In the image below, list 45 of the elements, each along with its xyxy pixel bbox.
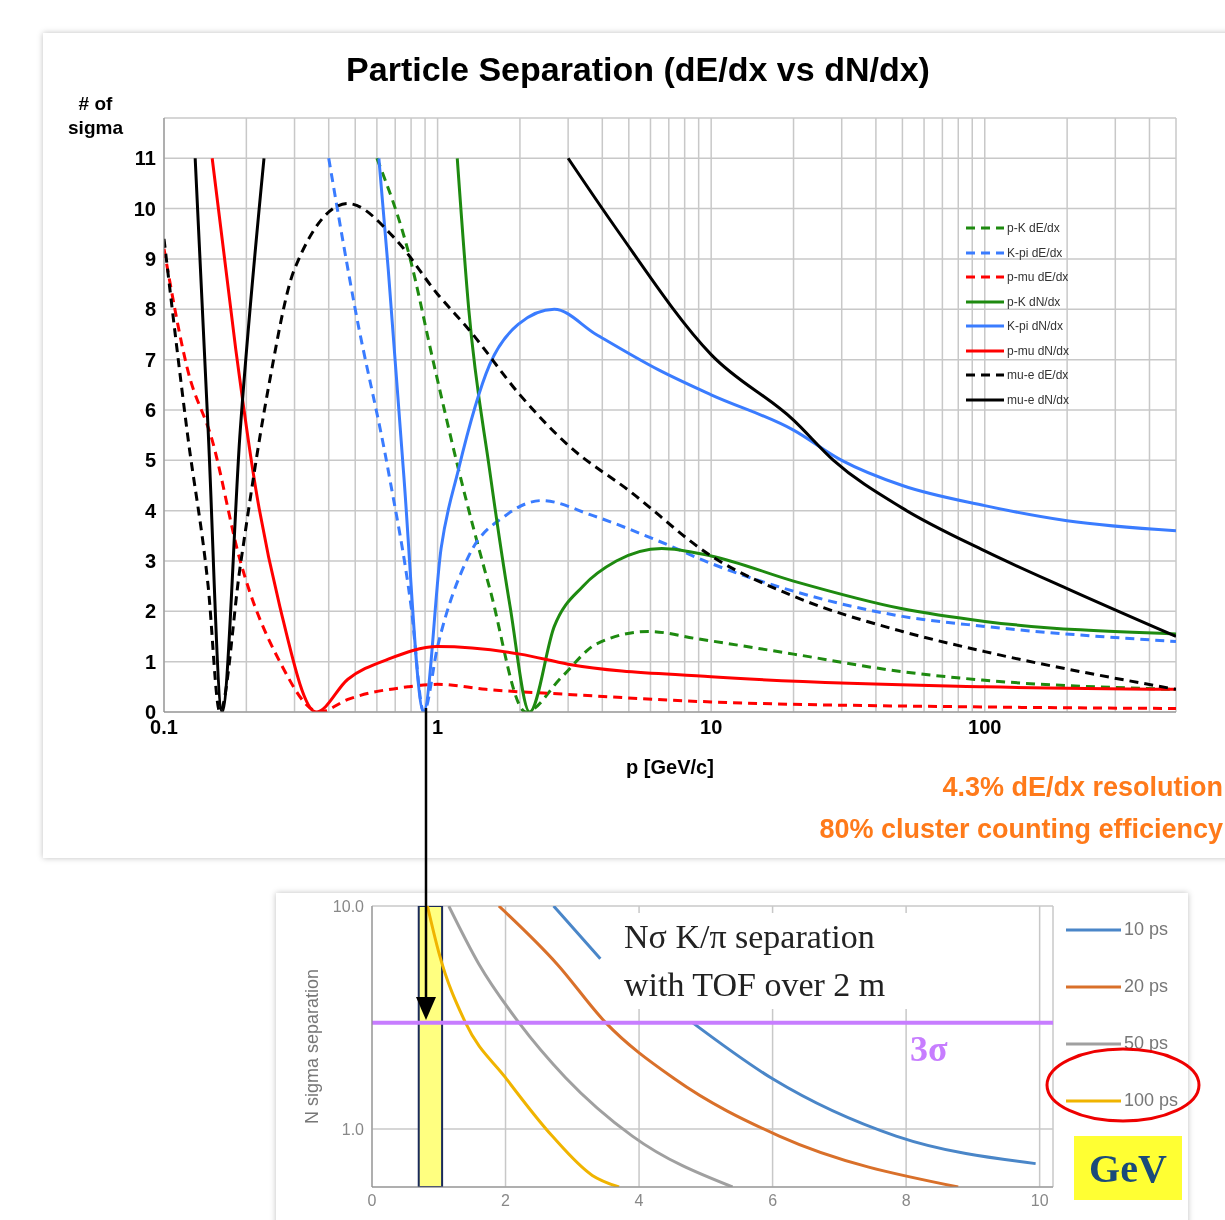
legend-label: 50 ps [1124,1033,1169,1054]
y-tick-label: 11 [134,147,156,170]
y-tick-label: 10 [133,197,156,220]
y-tick-label: 5 [144,449,156,472]
y-tick-label: 2 [144,600,156,623]
y-tick-label: 9 [144,248,156,271]
legend-label: p-mu dE/dx [1007,270,1069,285]
x-tick-label: 4 [634,1192,644,1210]
y-tick-label: 1.0 [341,1120,365,1138]
x-tick-label: 100 [968,716,1002,739]
text: 80% cluster counting efficiency [819,813,1223,846]
legend-label: mu-e dE/dx [1007,368,1069,383]
y-tick-label: 7 [144,348,156,371]
line-series [425,906,621,1187]
y-tick-label: 1 [144,650,156,673]
x-tick-label: 0 [367,1192,377,1210]
annotation: Nσ K/π separation with TOF over 2 m [620,913,940,1009]
legend-label: p-mu dN/dx [1007,343,1070,358]
legend-label: mu-e dN/dx [1007,392,1070,407]
y-axis-title: # of sigma [67,92,124,140]
x-tick-label: 6 [768,1192,778,1210]
x-tick-label: 8 [901,1192,911,1210]
legend-label: 100 ps [1124,1090,1179,1111]
chart-title: Particle Separation (dE/dx vs dN/dx) [345,50,931,89]
x-tick-label: 10 [1030,1192,1049,1210]
x-tick-label: 10 [700,716,723,739]
ref-line-label: 3σ [909,1028,948,1069]
y-tick-label: 3 [144,550,156,573]
legend-label: 10 ps [1124,919,1169,940]
legend-label: p-K dN/dx [1007,294,1061,309]
legend-label: 20 ps [1124,976,1169,997]
line-series [497,906,960,1187]
x-tick-label: 2 [501,1192,511,1210]
legend-label: K-pi dN/dx [1007,319,1064,334]
y-tick-label: 6 [144,399,156,422]
y-tick-label: 8 [144,298,156,321]
legend-label: K-pi dE/dx [1007,245,1063,260]
x-axis-title: p [GeV/c] [626,756,714,778]
x-tick-label: 1 [432,716,444,739]
text: 4.3% dE/dx resolution [941,771,1223,804]
legend-label: p-K dE/dx [1007,221,1060,236]
y-axis-title: N sigma separation [302,968,323,1125]
y-tick-label: 4 [144,499,157,522]
text: GeV [1074,1136,1182,1200]
y-tick-label: 10.0 [332,897,365,915]
